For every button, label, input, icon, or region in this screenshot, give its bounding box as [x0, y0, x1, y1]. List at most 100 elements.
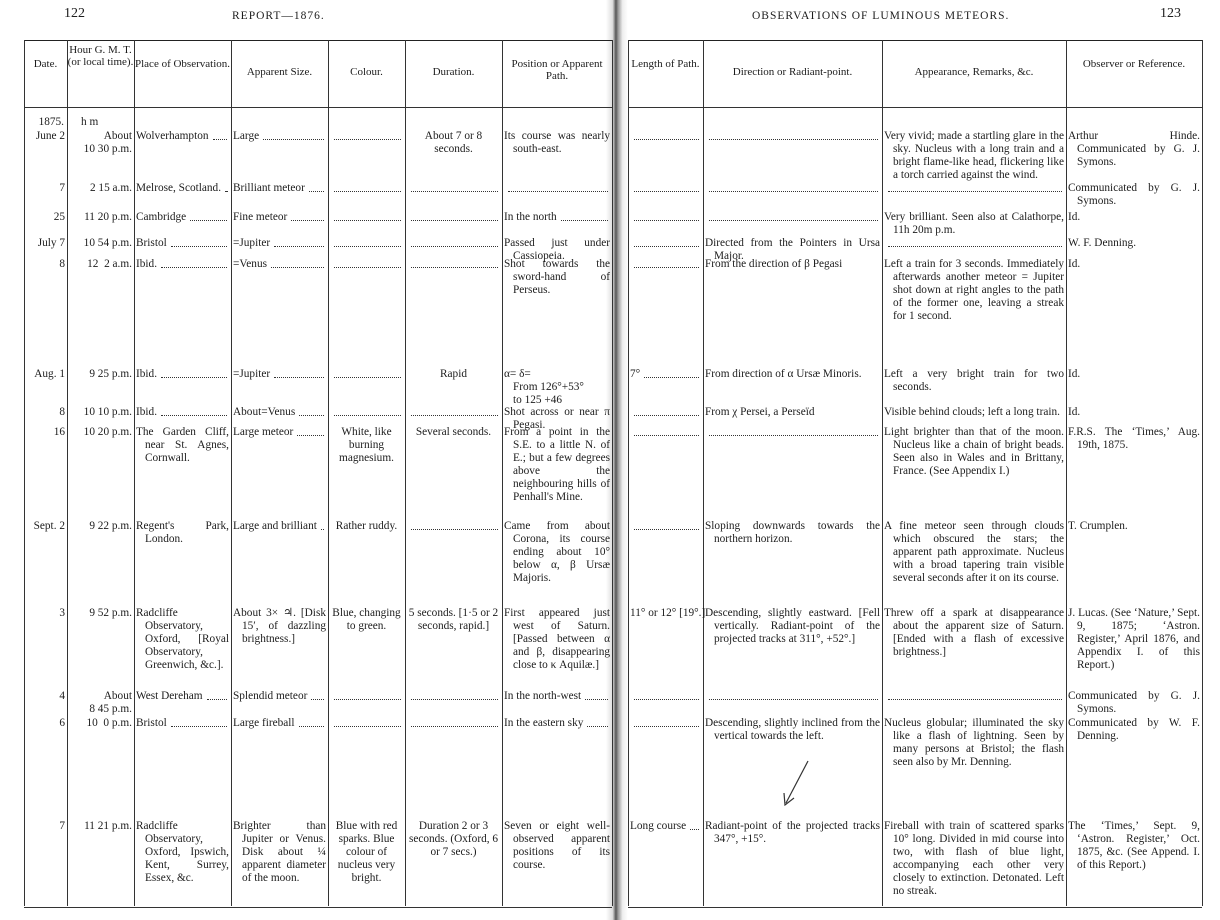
row-colour: White, like burning magnesium.: [339, 426, 394, 464]
row-duration: Rapid: [440, 368, 467, 380]
header-rule: [628, 107, 1202, 108]
dot-leader: [634, 237, 699, 247]
row-date: 6: [59, 717, 65, 729]
cell-text: Long course: [630, 820, 687, 832]
row-position: [504, 182, 610, 195]
cell-text: In the north: [504, 211, 557, 223]
row-position: First appeared just west of Saturn. [Pas…: [504, 607, 610, 671]
dot-leader: [411, 690, 498, 700]
row-appearance: Fireball with train of scattered sparks …: [884, 820, 1064, 897]
row-length-of-path: [630, 426, 701, 439]
row-apparent-size: Large: [233, 130, 326, 143]
row-apparent-size: Brilliant meteor: [233, 182, 326, 195]
row-direction: [705, 690, 880, 703]
cell-text: Melrose, Scotland.: [136, 182, 222, 194]
row-appearance: Visible behind clouds; left a long train…: [884, 406, 1060, 418]
row-hour: About 10 30 p.m.: [83, 130, 132, 155]
row-apparent-size: Fine meteor: [233, 211, 326, 224]
row-duration: [407, 211, 500, 224]
row-length-of-path: [630, 717, 701, 730]
dot-leader: [508, 182, 608, 192]
row-apparent-size: Splendid meteor: [233, 690, 326, 703]
cell-text: Cambridge: [136, 211, 187, 223]
dot-leader: [709, 211, 878, 221]
column-rule: [328, 40, 329, 906]
dot-leader: [411, 237, 498, 247]
row-position: Shot across or near π Pegasi.: [504, 406, 610, 431]
row-hour: 10 0 p.m.: [86, 717, 132, 729]
row-place: Wolverhampton: [136, 130, 229, 143]
row-hour: 10 20 p.m.: [83, 426, 132, 438]
dot-leader: [690, 820, 699, 830]
row-colour: Blue, changing to green.: [332, 607, 401, 632]
row-direction: From direction of α Ursæ Minoris.: [705, 368, 862, 380]
cell-text: Large fireball: [233, 717, 295, 729]
dot-leader: [170, 717, 227, 727]
row-place: Ibid.: [136, 406, 229, 419]
cell-text: Ibid.: [136, 368, 158, 380]
row-length-of-path: [630, 211, 701, 224]
row-apparent-size: Large meteor: [233, 426, 326, 439]
row-direction: Directed from the Pointers in Ursa Major…: [705, 237, 880, 262]
dot-leader: [291, 211, 324, 221]
cell-text: West Dereham: [136, 690, 203, 702]
left-running-title: REPORT—1876.: [232, 10, 325, 22]
row-date: 8: [59, 406, 65, 418]
dot-leader: [161, 258, 227, 268]
dot-leader: [298, 717, 324, 727]
cell-text: Bristol: [136, 237, 167, 249]
row-colour: Blue with red sparks. Blue colour of nuc…: [335, 820, 398, 884]
row-apparent-size: Large fireball: [233, 717, 326, 730]
row-direction: Descending, slightly inclined from the v…: [705, 717, 880, 742]
row-apparent-size: Large and brilliant: [233, 520, 326, 533]
row-place: Radcliffe Observatory, Oxford, [Royal Ob…: [136, 607, 229, 671]
row-hour: 9 25 p.m.: [89, 368, 132, 380]
row-date: 4: [59, 690, 65, 702]
dot-leader: [212, 130, 227, 140]
column-header-date: Date.: [33, 58, 58, 70]
dot-leader: [311, 690, 324, 700]
row-position: In the eastern sky: [504, 717, 610, 730]
row-date: 3: [59, 607, 65, 619]
column-rule: [405, 40, 406, 906]
row-duration: [407, 258, 500, 271]
year-label: 1875.: [38, 116, 64, 128]
row-observer: Arthur Hinde. Communicated by G. J. Symo…: [1068, 130, 1200, 168]
row-observer: W. F. Denning.: [1068, 237, 1137, 249]
row-apparent-size: =Jupiter: [233, 237, 326, 250]
cell-text: Ibid.: [136, 406, 158, 418]
dot-leader: [709, 690, 878, 700]
row-appearance: Light brighter than that of the moon. Nu…: [884, 426, 1064, 477]
row-length-of-path: [630, 237, 701, 250]
cell-text: Bristol: [136, 717, 167, 729]
row-appearance: Very brilliant. Seen also at Calathorpe,…: [884, 211, 1064, 236]
row-appearance: Left a train for 3 seconds. Immediately …: [884, 258, 1064, 322]
row-place: Bristol: [136, 717, 229, 730]
row-date: July 7: [37, 237, 65, 249]
row-appearance: A fine meteor seen through clouds which …: [884, 520, 1064, 584]
dot-leader: [709, 182, 878, 192]
row-hour: 9 52 p.m.: [89, 607, 132, 619]
row-position: Seven or eight well-observed apparent po…: [504, 820, 610, 871]
row-colour: [330, 258, 403, 271]
column-rule: [67, 40, 68, 906]
row-appearance: [884, 237, 1064, 250]
row-appearance: Nucleus globular; illuminated the sky li…: [884, 717, 1064, 768]
row-colour: [330, 406, 403, 419]
row-colour: [330, 182, 403, 195]
row-place: Cambridge: [136, 211, 229, 224]
dot-leader: [411, 258, 498, 268]
row-length-of-path: [630, 520, 701, 533]
dot-leader: [334, 182, 401, 192]
cell-text: =Jupiter: [233, 368, 271, 380]
column-rule: [134, 40, 135, 906]
dot-leader: [320, 520, 324, 530]
column-rule: [703, 40, 704, 906]
dot-leader: [334, 237, 401, 247]
column-rule: [24, 40, 25, 906]
row-colour: [330, 368, 403, 381]
row-place: Bristol: [136, 237, 229, 250]
dot-leader: [634, 258, 699, 268]
row-colour: [330, 211, 403, 224]
cell-text: In the eastern sky: [504, 717, 584, 729]
